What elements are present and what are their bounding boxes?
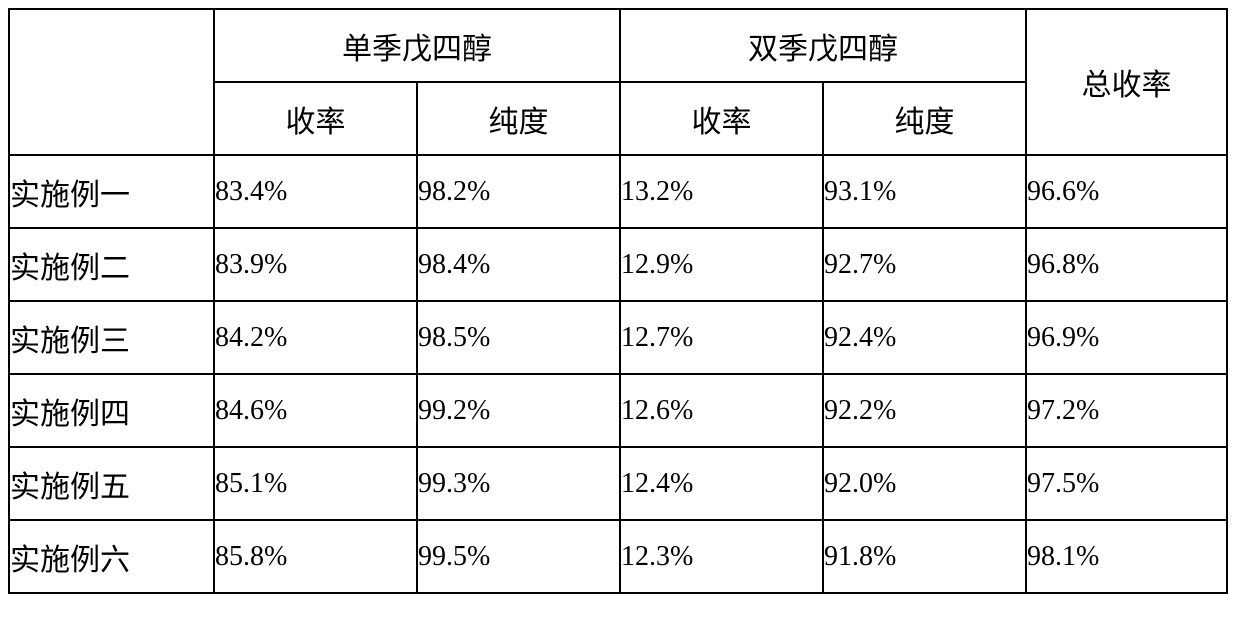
header-blank [9, 9, 214, 155]
monope-purity: 99.2% [417, 374, 620, 447]
table-row: 实施例二 83.9% 98.4% 12.9% 92.7% 96.8% [9, 228, 1227, 301]
dipe-yield: 12.3% [620, 520, 823, 593]
header-row-1: 单季戊四醇 双季戊四醇 总收率 [9, 9, 1227, 82]
monope-yield: 83.9% [214, 228, 417, 301]
total-yield: 96.9% [1026, 301, 1227, 374]
header-monope-yield: 收率 [214, 82, 417, 155]
row-label: 实施例一 [9, 155, 214, 228]
row-label: 实施例六 [9, 520, 214, 593]
dipe-purity: 92.0% [823, 447, 1026, 520]
total-yield: 96.8% [1026, 228, 1227, 301]
row-label: 实施例四 [9, 374, 214, 447]
table-row: 实施例五 85.1% 99.3% 12.4% 92.0% 97.5% [9, 447, 1227, 520]
monope-yield: 85.8% [214, 520, 417, 593]
dipe-purity: 92.7% [823, 228, 1026, 301]
row-label: 实施例三 [9, 301, 214, 374]
header-dipe-purity: 纯度 [823, 82, 1026, 155]
dipe-yield: 12.6% [620, 374, 823, 447]
total-yield: 96.6% [1026, 155, 1227, 228]
header-dipe-yield: 收率 [620, 82, 823, 155]
header-monope-purity: 纯度 [417, 82, 620, 155]
monope-yield: 85.1% [214, 447, 417, 520]
header-group-monope: 单季戊四醇 [214, 9, 620, 82]
row-label: 实施例五 [9, 447, 214, 520]
dipe-yield: 13.2% [620, 155, 823, 228]
monope-purity: 98.5% [417, 301, 620, 374]
table-row: 实施例四 84.6% 99.2% 12.6% 92.2% 97.2% [9, 374, 1227, 447]
dipe-purity: 92.4% [823, 301, 1026, 374]
total-yield: 98.1% [1026, 520, 1227, 593]
monope-yield: 84.2% [214, 301, 417, 374]
monope-purity: 98.4% [417, 228, 620, 301]
row-label: 实施例二 [9, 228, 214, 301]
table-row: 实施例一 83.4% 98.2% 13.2% 93.1% 96.6% [9, 155, 1227, 228]
total-yield: 97.2% [1026, 374, 1227, 447]
dipe-yield: 12.4% [620, 447, 823, 520]
table-row: 实施例三 84.2% 98.5% 12.7% 92.4% 96.9% [9, 301, 1227, 374]
header-group-dipe: 双季戊四醇 [620, 9, 1026, 82]
dipe-purity: 93.1% [823, 155, 1026, 228]
monope-yield: 84.6% [214, 374, 417, 447]
monope-yield: 83.4% [214, 155, 417, 228]
header-total-yield: 总收率 [1026, 9, 1227, 155]
results-table: 单季戊四醇 双季戊四醇 总收率 收率 纯度 收率 纯度 实施例一 83.4% 9… [8, 8, 1228, 594]
monope-purity: 99.3% [417, 447, 620, 520]
dipe-yield: 12.9% [620, 228, 823, 301]
dipe-purity: 92.2% [823, 374, 1026, 447]
monope-purity: 99.5% [417, 520, 620, 593]
table-row: 实施例六 85.8% 99.5% 12.3% 91.8% 98.1% [9, 520, 1227, 593]
dipe-purity: 91.8% [823, 520, 1026, 593]
monope-purity: 98.2% [417, 155, 620, 228]
total-yield: 97.5% [1026, 447, 1227, 520]
dipe-yield: 12.7% [620, 301, 823, 374]
